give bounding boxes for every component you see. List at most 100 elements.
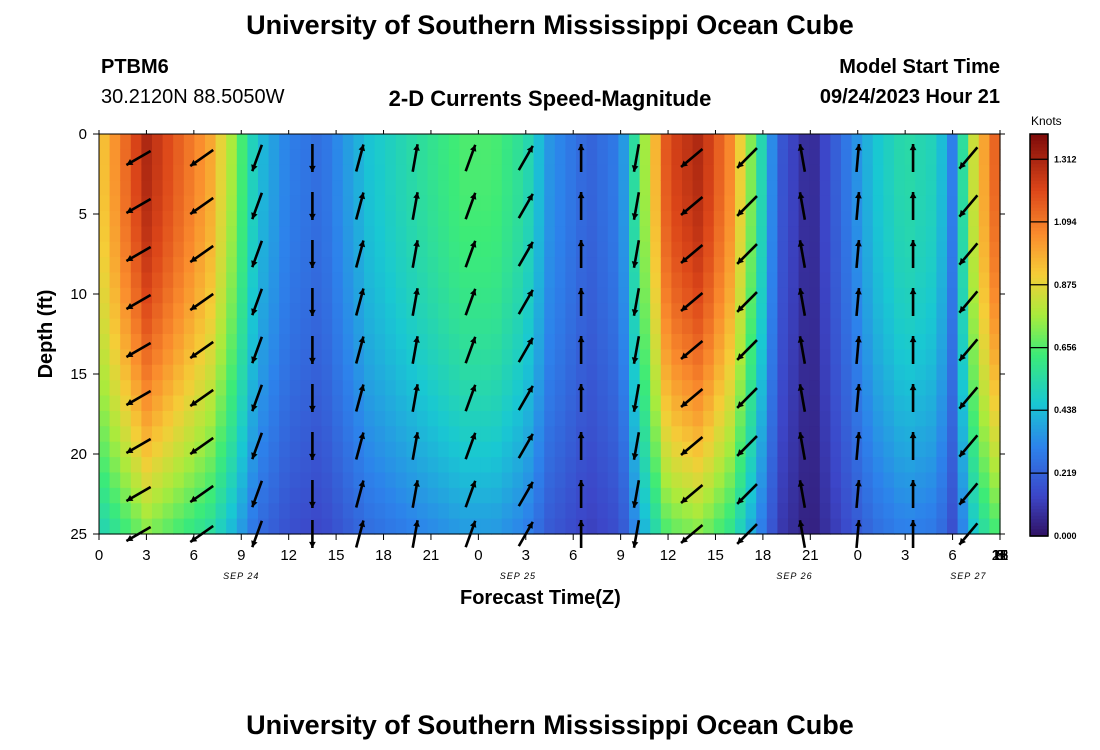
heatmap-cell [883, 395, 895, 412]
heatmap-cell [364, 257, 376, 274]
heatmap-cell [947, 334, 959, 350]
heatmap-cell [777, 380, 789, 397]
heatmap-cell [766, 518, 778, 535]
heatmap-cell [830, 349, 842, 366]
heatmap-cell [872, 441, 884, 458]
vector-arrow-head [526, 521, 533, 529]
heatmap-cell [809, 426, 821, 443]
heatmap-cell [554, 164, 566, 181]
heatmap-cell [480, 164, 492, 181]
heatmap-cell [406, 226, 418, 243]
heatmap-cell [152, 410, 164, 427]
heatmap-cell [448, 503, 460, 520]
heatmap-cell [311, 457, 323, 474]
heatmap-cell [183, 457, 195, 474]
heatmap-cell [904, 226, 916, 243]
heatmap-cell [597, 503, 609, 520]
heatmap-cell [417, 303, 429, 320]
heatmap-cell [501, 180, 513, 197]
heatmap-cell [660, 410, 672, 427]
heatmap-cell [99, 380, 111, 397]
heatmap-cell [194, 241, 206, 258]
heatmap-cell [152, 149, 164, 166]
heatmap-cell [703, 149, 715, 166]
heatmap-cell [480, 195, 492, 212]
heatmap-cell [809, 349, 821, 366]
colorbar-segment [1030, 341, 1048, 346]
colorbar-segment [1030, 348, 1048, 353]
heatmap-cell [968, 426, 980, 443]
heatmap-cell [406, 503, 418, 520]
heatmap-cell [735, 149, 747, 166]
heatmap-cell [904, 164, 916, 181]
heatmap-cell [629, 364, 641, 381]
heatmap-cell [342, 395, 354, 412]
heatmap-cell [692, 303, 704, 320]
heatmap-cell [300, 272, 312, 289]
heatmap-cell [427, 426, 439, 443]
heatmap-cell [618, 287, 630, 304]
heatmap-cell [321, 272, 333, 289]
x-tick-label: 12 [660, 547, 677, 564]
heatmap-cell [353, 457, 365, 474]
heatmap-cell [798, 226, 810, 243]
heatmap-cell [851, 318, 863, 335]
colorbar-segment [1030, 522, 1048, 527]
heatmap-cell [735, 380, 747, 397]
heatmap-cell [703, 334, 715, 350]
heatmap-cell [565, 257, 577, 274]
heatmap-cell [523, 472, 535, 489]
heatmap-cell [830, 241, 842, 258]
heatmap-cell [809, 318, 821, 335]
heatmap-cell [607, 180, 619, 197]
heatmap-cell [491, 180, 503, 197]
vector-arrow-head [577, 384, 585, 391]
heatmap-cell [279, 287, 291, 304]
heatmap-cell [788, 318, 800, 335]
heatmap-cell [925, 134, 937, 150]
x-tick-label: 18 [992, 547, 1009, 564]
heatmap-cell [332, 364, 344, 381]
heatmap-cell [544, 426, 556, 443]
heatmap-cell [735, 487, 747, 504]
date-label: SEP 25 [500, 571, 536, 581]
vector-arrow-head [413, 432, 420, 439]
heatmap-cell [904, 210, 916, 227]
colorbar-segment [1030, 465, 1048, 470]
heatmap-cell [597, 472, 609, 489]
heatmap-cell [809, 441, 821, 458]
heatmap-cell [226, 349, 238, 366]
heatmap-cell [597, 441, 609, 458]
heatmap-cell [883, 441, 895, 458]
vector-arrow-head [737, 209, 744, 216]
heatmap-cell [777, 410, 789, 427]
heatmap-cell [841, 441, 853, 458]
heatmap-cell [565, 395, 577, 412]
heatmap-cell [809, 257, 821, 274]
heatmap-cell [639, 210, 651, 227]
vector-arrow-head [631, 453, 639, 460]
heatmap-cell [713, 226, 725, 243]
heatmap-cell [607, 426, 619, 443]
heatmap-cell [374, 164, 386, 181]
heatmap-cell [512, 134, 524, 150]
heatmap-cell [173, 426, 185, 443]
heatmap-cell [798, 410, 810, 427]
heatmap-cell [957, 134, 969, 150]
colorbar-segment [1030, 207, 1048, 212]
heatmap-cell [788, 272, 800, 289]
heatmap-cell [109, 426, 121, 443]
heatmap-cell [724, 180, 736, 197]
heatmap-cell [925, 334, 937, 350]
heatmap-cell [947, 426, 959, 443]
heatmap-cell [374, 272, 386, 289]
heatmap-cell [385, 134, 397, 150]
heatmap-cell [194, 287, 206, 304]
heatmap-cell [957, 287, 969, 304]
heatmap-cell [894, 457, 906, 474]
heatmap-cell [120, 241, 132, 258]
heatmap-cell [639, 149, 651, 166]
vector-arrow-head [737, 537, 744, 544]
heatmap-cell [342, 272, 354, 289]
heatmap-cell [173, 380, 185, 397]
